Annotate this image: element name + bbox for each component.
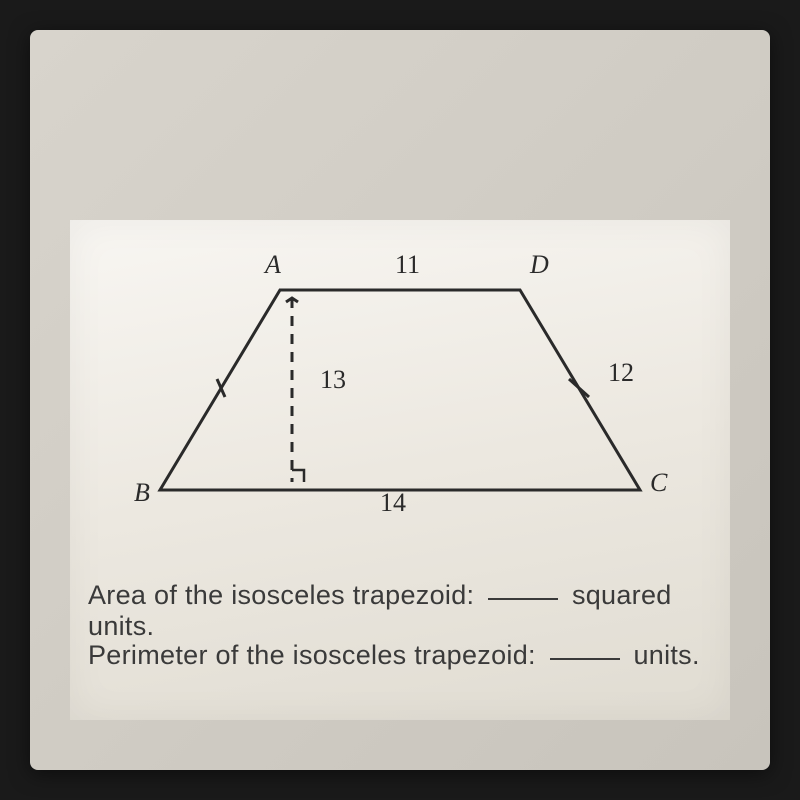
right-side-measure: 12 — [608, 358, 634, 388]
vertex-a-label: A — [265, 250, 281, 280]
perimeter-question: Perimeter of the isosceles trapezoid: un… — [88, 640, 700, 671]
bottom-side-measure: 14 — [380, 488, 406, 518]
perimeter-question-suffix: units. — [633, 640, 699, 670]
vertex-c-label: C — [650, 468, 667, 498]
area-blank — [488, 598, 558, 600]
area-question: Area of the isosceles trapezoid: squared… — [88, 580, 730, 642]
vertex-d-label: D — [530, 250, 549, 280]
top-side-measure: 11 — [395, 250, 420, 280]
trapezoid-shape — [160, 290, 640, 490]
vertex-b-label: B — [134, 478, 150, 508]
perimeter-blank — [550, 658, 620, 660]
worksheet-paper: A D B C 11 12 13 14 Area of the isoscele… — [70, 220, 730, 720]
trapezoid-diagram: A D B C 11 12 13 14 — [120, 250, 680, 550]
photo-frame: A D B C 11 12 13 14 Area of the isoscele… — [30, 30, 770, 770]
hash-mark-right — [569, 379, 589, 397]
height-measure: 13 — [320, 365, 346, 395]
perimeter-question-prefix: Perimeter of the isosceles trapezoid: — [88, 640, 536, 670]
right-angle-marker — [292, 470, 304, 482]
area-question-prefix: Area of the isosceles trapezoid: — [88, 580, 474, 610]
